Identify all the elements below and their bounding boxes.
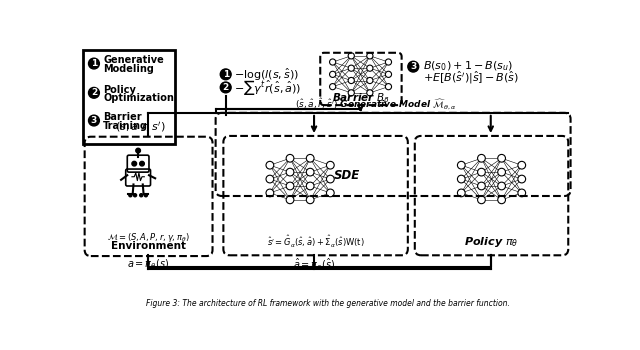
- Circle shape: [136, 148, 140, 153]
- Circle shape: [367, 77, 373, 84]
- Circle shape: [477, 182, 485, 190]
- Text: 2: 2: [223, 83, 229, 92]
- Circle shape: [498, 196, 506, 204]
- Text: $-\sum\gamma^t\hat{r}(\hat{s},\hat{a}))$: $-\sum\gamma^t\hat{r}(\hat{s},\hat{a}))$: [234, 78, 301, 97]
- Text: $+E[B(\hat{s}^{\prime})|\hat{s}]-B(\hat{s})$: $+E[B(\hat{s}^{\prime})|\hat{s}]-B(\hat{…: [422, 70, 518, 86]
- Text: 3: 3: [410, 62, 417, 71]
- Text: Barrier $B_{\beta}$: Barrier $B_{\beta}$: [332, 92, 390, 106]
- Circle shape: [132, 161, 136, 166]
- Circle shape: [408, 61, 419, 72]
- Circle shape: [286, 196, 294, 204]
- Text: Figure 3: The architecture of RL framework with the generative model and the bar: Figure 3: The architecture of RL framewo…: [146, 299, 510, 308]
- Circle shape: [330, 84, 336, 90]
- Circle shape: [498, 168, 506, 176]
- Text: Policy $\pi_{\theta}$: Policy $\pi_{\theta}$: [464, 235, 519, 249]
- Circle shape: [134, 194, 136, 197]
- Circle shape: [307, 154, 314, 162]
- Circle shape: [367, 53, 373, 59]
- Circle shape: [129, 194, 132, 197]
- Circle shape: [385, 84, 392, 90]
- Circle shape: [266, 175, 274, 183]
- Circle shape: [367, 65, 373, 71]
- Text: $\hat{s}^{\prime}=\hat{G}_{\alpha}(\hat{s},\hat{a})+\hat{\Sigma}_{\alpha}(\hat{s: $\hat{s}^{\prime}=\hat{G}_{\alpha}(\hat{…: [267, 234, 364, 250]
- Circle shape: [220, 69, 231, 80]
- Text: Policy: Policy: [103, 85, 136, 95]
- Circle shape: [266, 161, 274, 169]
- Circle shape: [326, 175, 334, 183]
- Text: $a=\pi_{\theta}(s)$: $a=\pi_{\theta}(s)$: [127, 257, 169, 271]
- Circle shape: [385, 71, 392, 77]
- Circle shape: [477, 196, 485, 204]
- Text: Environment: Environment: [111, 241, 186, 251]
- Bar: [83, 50, 175, 144]
- Circle shape: [367, 90, 373, 96]
- Text: 1: 1: [223, 70, 229, 79]
- Text: $-\log(l(s,\hat{s}))$: $-\log(l(s,\hat{s}))$: [234, 66, 300, 83]
- Text: 1: 1: [91, 59, 97, 68]
- Circle shape: [88, 58, 99, 69]
- Circle shape: [518, 175, 525, 183]
- Circle shape: [145, 194, 147, 197]
- Circle shape: [348, 90, 355, 96]
- Circle shape: [307, 168, 314, 176]
- Circle shape: [498, 182, 506, 190]
- Text: Generative: Generative: [103, 56, 164, 65]
- Circle shape: [88, 115, 99, 126]
- Circle shape: [518, 189, 525, 197]
- Circle shape: [220, 82, 231, 93]
- Circle shape: [458, 189, 465, 197]
- Text: Training: Training: [103, 121, 148, 131]
- Text: $\mathcal{M}=(S,A,P,r,\gamma,\pi_{\theta})$: $\mathcal{M}=(S,A,P,r,\gamma,\pi_{\theta…: [108, 231, 190, 244]
- Circle shape: [348, 65, 355, 71]
- Text: $\hat{a}=\pi_{\theta}(\hat{s})$: $\hat{a}=\pi_{\theta}(\hat{s})$: [293, 256, 335, 272]
- Text: $(\hat{s},\hat{a},\hat{r},\hat{s}^{\prime})$ Generative Model $\widehat{\mathcal: $(\hat{s},\hat{a},\hat{r},\hat{s}^{\prim…: [294, 96, 456, 111]
- Text: Barrier: Barrier: [103, 112, 142, 122]
- Text: SDE: SDE: [333, 169, 360, 182]
- Circle shape: [330, 71, 336, 77]
- Circle shape: [326, 189, 334, 197]
- Circle shape: [286, 168, 294, 176]
- Circle shape: [140, 161, 145, 166]
- Circle shape: [498, 154, 506, 162]
- Circle shape: [140, 194, 143, 197]
- Text: Optimization: Optimization: [103, 93, 174, 103]
- Circle shape: [266, 189, 274, 197]
- Text: $B(s_0)+1-B(s_u)$: $B(s_0)+1-B(s_u)$: [422, 60, 513, 74]
- Circle shape: [326, 161, 334, 169]
- Circle shape: [385, 59, 392, 65]
- Circle shape: [348, 53, 355, 59]
- Circle shape: [330, 59, 336, 65]
- Circle shape: [88, 88, 99, 98]
- Circle shape: [307, 196, 314, 204]
- Text: 3: 3: [91, 116, 97, 125]
- Circle shape: [477, 168, 485, 176]
- Circle shape: [458, 161, 465, 169]
- Circle shape: [286, 154, 294, 162]
- Circle shape: [477, 154, 485, 162]
- Text: 2: 2: [91, 88, 97, 97]
- Circle shape: [518, 161, 525, 169]
- Circle shape: [286, 182, 294, 190]
- Circle shape: [458, 175, 465, 183]
- Text: $(s,a\ r,s^{\prime})$: $(s,a\ r,s^{\prime})$: [115, 120, 166, 134]
- Circle shape: [348, 77, 355, 84]
- Circle shape: [307, 182, 314, 190]
- Text: Modeling: Modeling: [103, 64, 154, 74]
